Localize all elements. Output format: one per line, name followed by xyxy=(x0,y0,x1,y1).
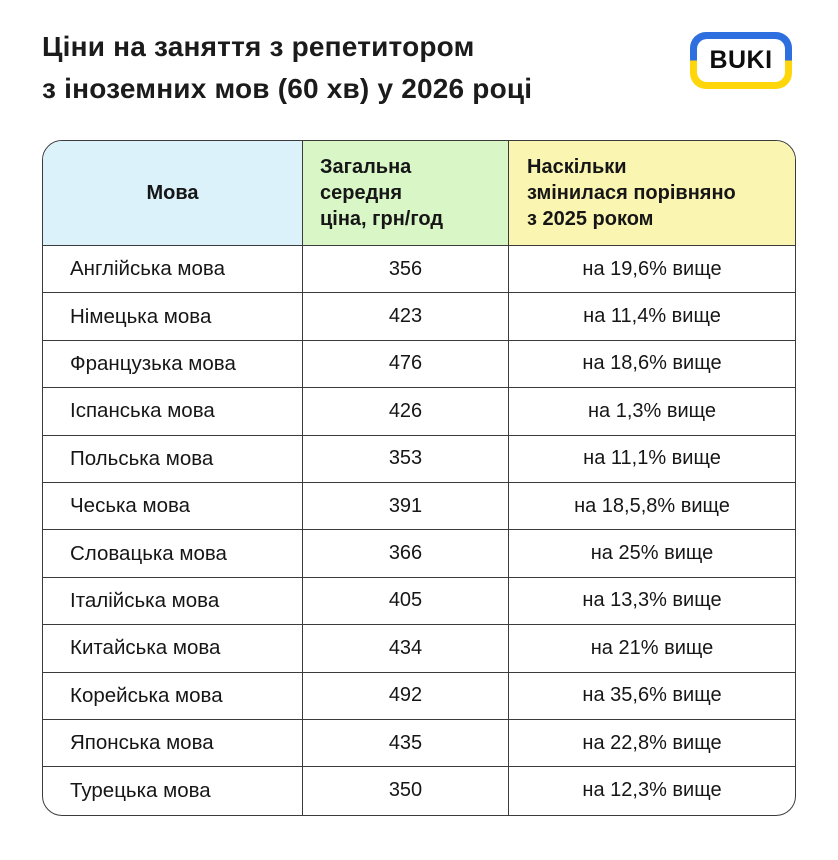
price-cell: 426 xyxy=(303,388,509,436)
price-cell: 435 xyxy=(303,719,509,768)
change-cell: на 12,3% вище xyxy=(582,779,722,802)
language-cell: Словацька мова xyxy=(43,530,303,578)
language-cell: Чеська мова xyxy=(43,482,303,531)
change-cell: на 13,3% вище xyxy=(509,578,795,626)
language-cell: Іспанська мова xyxy=(43,388,303,436)
change-cell: на 19,6% вище xyxy=(509,246,795,294)
price-cell: 476 xyxy=(303,340,509,389)
column-header-change: Наскільки змінилася порівняно з 2025 рок… xyxy=(509,141,795,246)
change-cell: на 11,1% вище xyxy=(509,436,795,483)
buki-logo-text: BUKI xyxy=(697,39,785,82)
change-cell: на 11,4% вище xyxy=(509,293,795,341)
language-cell: Польська мова xyxy=(43,435,303,483)
change-cell: на 25% вище xyxy=(509,530,795,578)
column-header-price: Загальна середня ціна, грн/год xyxy=(303,141,509,246)
table-row: Японська мова 435 на 22,8% вище xyxy=(43,719,795,768)
price-cell: 366 xyxy=(303,530,509,578)
price-cell: 350 xyxy=(303,767,509,815)
change-cell: на 21% вище xyxy=(509,625,795,673)
table-row: Французька мова 476 на 18,6% вище xyxy=(43,340,795,389)
language-cell: Німецька мова xyxy=(43,293,303,341)
table-row: Іспанська мова 426 на 1,3% вище xyxy=(43,388,795,436)
header: Ціни на заняття з репетитором з іноземни… xyxy=(42,26,796,110)
price-cell: 405 xyxy=(303,577,509,626)
table-row: Корейська мова 492 на 35,6% вище xyxy=(43,672,795,720)
language-cell: Італійська мова xyxy=(43,577,303,626)
language-cell: Китайська мова xyxy=(43,625,303,673)
table-row: Польська мова 353 на 11,1% вище xyxy=(43,435,795,483)
price-cell: 353 xyxy=(303,435,509,483)
language-cell: Французька мова xyxy=(43,340,303,389)
language-cell: Корейська мова xyxy=(43,672,303,720)
table-row: Словацька мова 366 на 25% вище xyxy=(43,530,795,578)
table-row: Німецька мова 423 на 11,4% вище xyxy=(43,293,795,341)
table-row: Італійська мова 405 на 13,3% вище xyxy=(43,577,795,626)
table-row: Китайська мова 434 на 21% вище xyxy=(43,625,795,673)
change-cell: на 1,3% вище xyxy=(509,388,795,436)
change-cell: на 18,6% вище xyxy=(509,341,795,389)
language-cell: Англійська мова xyxy=(43,246,303,294)
language-cell: Японська мова xyxy=(43,719,303,768)
price-table: Мова Загальна середня ціна, грн/год Наск… xyxy=(42,140,796,816)
page-title: Ціни на заняття з репетитором з іноземни… xyxy=(42,31,533,104)
table-header-row: Мова Загальна середня ціна, грн/год Наск… xyxy=(43,141,795,246)
price-cell: 423 xyxy=(303,293,509,341)
price-cell: 391 xyxy=(303,482,509,531)
price-cell: 492 xyxy=(303,672,509,720)
column-header-language: Мова xyxy=(43,141,303,246)
price-cell: 356 xyxy=(303,246,509,294)
table-row: Англійська мова 356 на 19,6% вище xyxy=(43,246,795,294)
table-row: Турецька мова 350 на 12,3% вище xyxy=(43,767,795,815)
change-cell: на 22,8% вище xyxy=(509,720,795,768)
language-cell: Турецька мова xyxy=(43,767,303,815)
table-row: Чеська мова 391 на 18,5,8% вище xyxy=(43,482,795,531)
change-cell: на 18,5,8% вище xyxy=(509,483,795,531)
price-cell: 434 xyxy=(303,625,509,673)
change-cell: на 35,6% вище xyxy=(509,673,795,720)
table-body: Англійська мова 356 на 19,6% вище Німець… xyxy=(43,246,795,815)
buki-logo: BUKI xyxy=(690,32,792,89)
